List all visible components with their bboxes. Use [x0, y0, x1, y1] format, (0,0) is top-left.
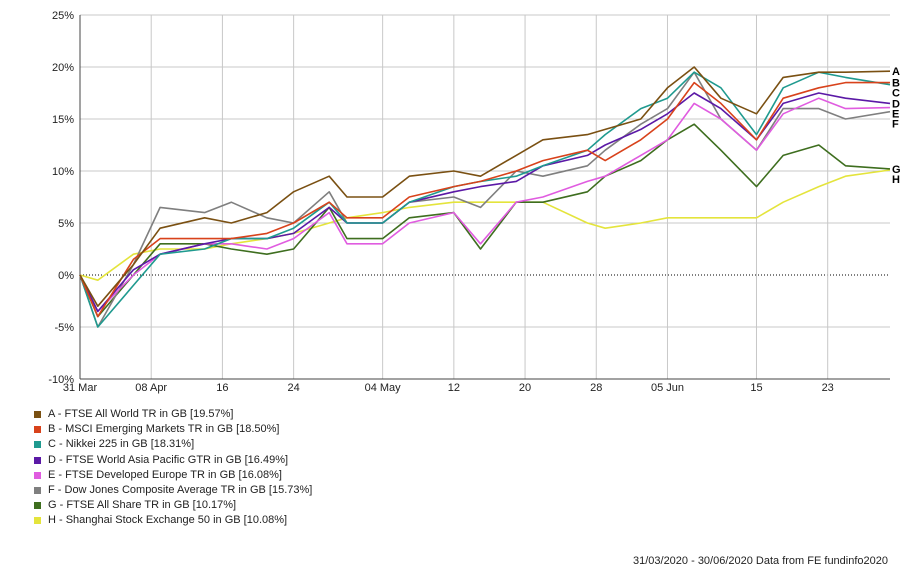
x-tick-label: 23 [822, 382, 834, 394]
y-tick-label: 5% [58, 218, 74, 230]
legend-item: E - FTSE Developed Europe TR in GB [16.0… [34, 468, 312, 483]
legend-label: G - FTSE All Share TR in GB [10.17%] [48, 499, 237, 512]
x-tick-label: 12 [448, 382, 460, 394]
series-end-label: B [892, 78, 900, 90]
legend-label: H - Shanghai Stock Exchange 50 in GB [10… [48, 514, 288, 527]
series-line-a [79, 66, 891, 308]
x-tick-label: 20 [519, 382, 531, 394]
x-tick-label: 31 Mar [63, 382, 98, 394]
legend-item: D - FTSE World Asia Pacific GTR in GB [1… [34, 453, 312, 468]
legend-swatch [34, 456, 41, 464]
legend-swatch [34, 441, 41, 449]
legend-label: E - FTSE Developed Europe TR in GB [16.0… [48, 468, 282, 481]
x-tick-label: 28 [590, 382, 602, 394]
x-tick-label: 04 May [365, 382, 402, 394]
series-end-label: H [892, 174, 900, 186]
y-tick-label: -10% [48, 374, 74, 386]
legend-label: A - FTSE All World TR in GB [19.57%] [48, 408, 234, 420]
legend-label: F - Dow Jones Composite Average TR in GB… [48, 483, 313, 496]
line-chart: -10% -5% 0% 5% 10% 15% 20% 25% 31 Mar 08 Apr 16 24 0… [48, 10, 900, 394]
y-tick-label: 15% [52, 114, 74, 126]
legend-swatch [34, 411, 41, 419]
x-tick-label: 24 [288, 382, 300, 394]
y-tick-label: 25% [52, 10, 74, 22]
plot-area [80, 15, 890, 379]
legend-item: G - FTSE All Share TR in GB [10.17%] [34, 498, 312, 513]
legend: A - FTSE All World TR in GB [19.57%] B - … [34, 407, 312, 529]
y-tick-label: 10% [52, 166, 74, 178]
legend-item: F - Dow Jones Composite Average TR in GB… [34, 483, 312, 498]
legend-label: C - Nikkei 225 in GB [18.31%] [48, 438, 195, 451]
legend-item: B - MSCI Emerging Markets TR in GB [18.5… [34, 422, 312, 437]
y-tick-label: 0% [58, 270, 74, 282]
y-tick-label: -5% [54, 322, 74, 334]
x-tick-label: 16 [216, 382, 228, 394]
legend-swatch [34, 502, 41, 510]
y-tick-label: 20% [52, 62, 74, 74]
x-tick-label: 05 Jun [651, 382, 684, 394]
series-line-e [79, 97, 891, 313]
legend-item: H - Shanghai Stock Exchange 50 in GB [10… [34, 513, 312, 528]
series-end-label: D [892, 98, 900, 110]
legend-swatch [34, 471, 41, 479]
series-end-label: A [892, 66, 900, 78]
series-end-label: E [892, 108, 899, 120]
legend-item: C - Nikkei 225 in GB [18.31%] [34, 437, 312, 452]
series-line-h [79, 169, 891, 282]
series-end-label: G [892, 164, 900, 176]
footer-note: 31/03/2020 - 30/06/2020 Data from FE fun… [632, 555, 888, 567]
x-tick-label: 08 Apr [135, 382, 167, 394]
series-end-label: F [892, 118, 899, 130]
legend-label: B - MSCI Emerging Markets TR in GB [18.5… [48, 423, 280, 436]
legend-swatch [34, 487, 41, 495]
legend-label: D - FTSE World Asia Pacific GTR in GB [1… [48, 453, 289, 466]
legend-swatch [34, 426, 41, 434]
series-line-d [79, 92, 891, 313]
series-end-label: C [892, 88, 900, 100]
legend-swatch [34, 517, 41, 525]
legend-item: A - FTSE All World TR in GB [19.57%] [34, 407, 312, 422]
series-line-b [79, 81, 890, 318]
x-tick-label: 15 [750, 382, 762, 394]
